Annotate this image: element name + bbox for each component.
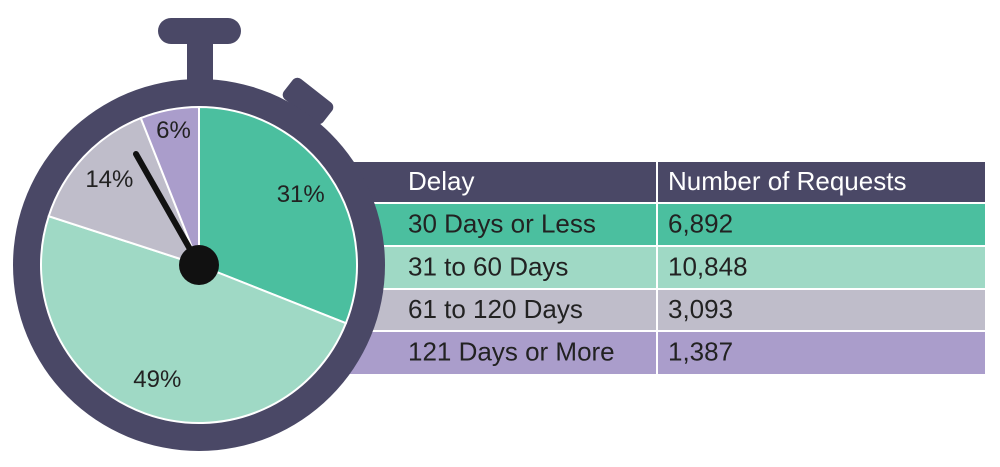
delay-cell: 30 Days or Less [408, 208, 596, 238]
requests-cell: 3,093 [668, 294, 733, 324]
side-button [282, 77, 334, 125]
needle-hub [179, 245, 219, 285]
table: Delay Number of Requests 30 Days or Less… [340, 162, 985, 374]
requests-cell: 6,892 [668, 208, 733, 238]
slice-label: 14% [85, 166, 133, 193]
pie: 31% 49% 14% 6% [40, 105, 358, 424]
crown [158, 18, 241, 44]
slice-label: 6% [156, 117, 191, 144]
pie-slice [198, 105, 358, 325]
needle [133, 151, 202, 268]
pie-slice [47, 116, 201, 267]
pie-slice [139, 105, 200, 266]
delay-cell: 61 to 120 Days [408, 294, 583, 324]
table-header-band [340, 162, 985, 203]
requests-cell: 10,848 [668, 251, 748, 281]
column-header: Number of Requests [668, 166, 906, 196]
delay-cell: 31 to 60 Days [408, 251, 568, 281]
requests-cell: 1,387 [668, 336, 733, 366]
table-row [345, 203, 985, 246]
table-row [345, 331, 985, 374]
table-row [345, 246, 985, 289]
slice-label: 49% [133, 366, 181, 393]
column-header: Delay [408, 166, 474, 196]
slice-label: 31% [277, 181, 325, 208]
delay-cell: 121 Days or More [408, 336, 615, 366]
pie-slice [40, 214, 348, 424]
table-row [345, 289, 985, 331]
